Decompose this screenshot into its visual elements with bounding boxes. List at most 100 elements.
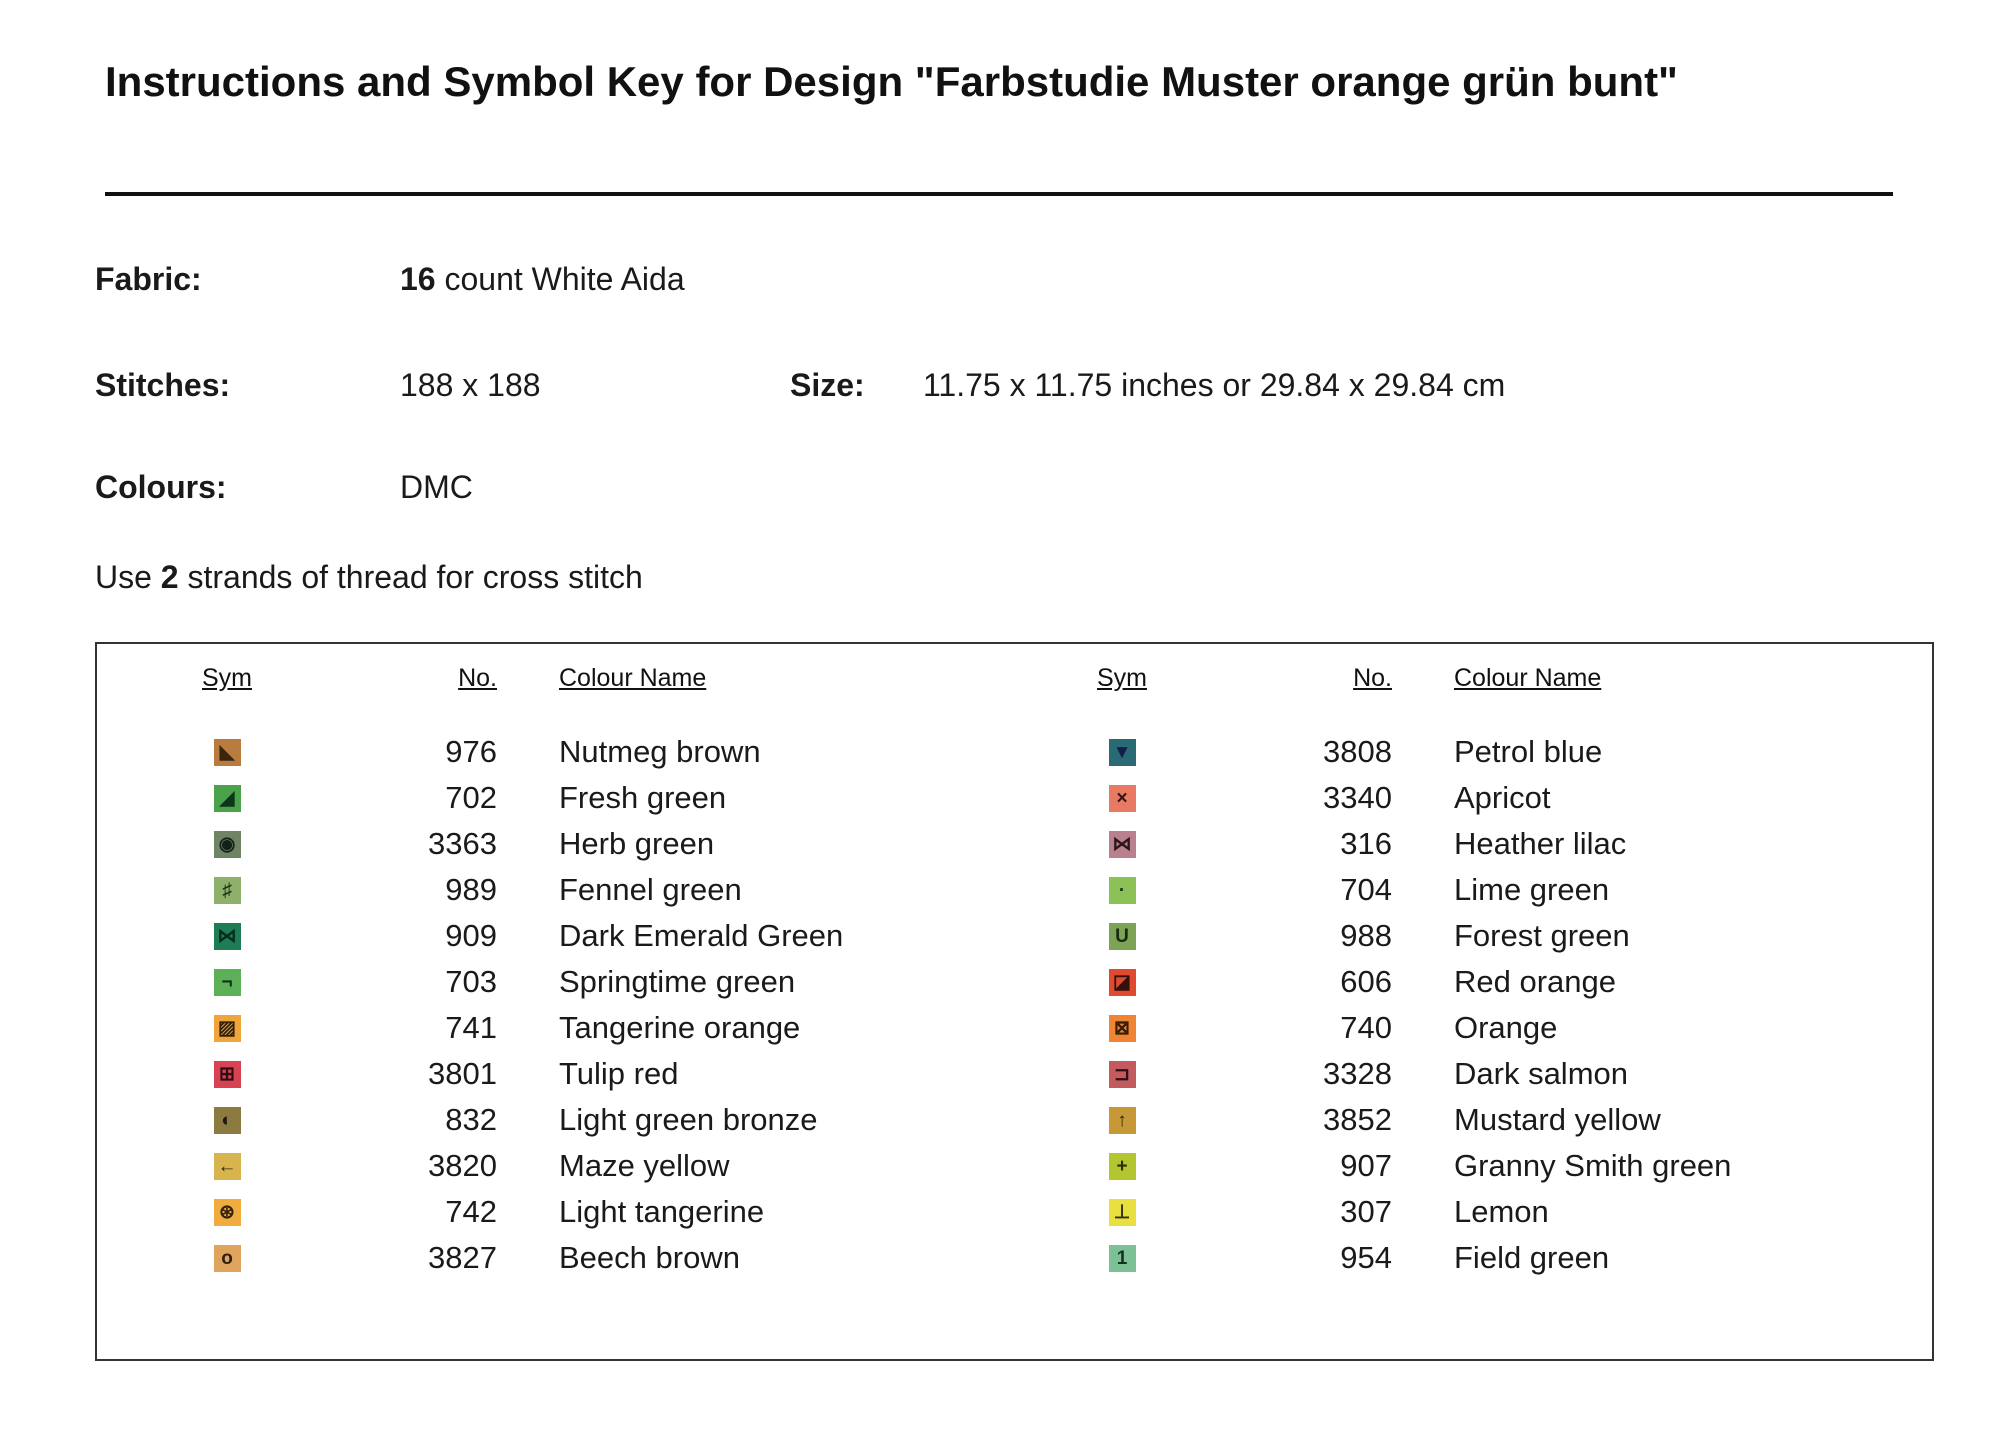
colour-name: Lemon <box>1454 1194 1549 1229</box>
symbol-glyph: × <box>1116 787 1128 809</box>
symbol-cell: ♯ <box>157 876 297 904</box>
key-row: ▨ 741 Tangerine orange <box>157 1005 1017 1051</box>
symbol-swatch: ⊐ <box>1108 1060 1136 1088</box>
colour-name: Lime green <box>1454 872 1610 907</box>
colours-row: Colours: DMC <box>95 466 1930 508</box>
key-header-left: Sym No. Colour Name <box>157 658 1017 698</box>
colour-name: Nutmeg brown <box>559 734 761 769</box>
symbol-swatch: ◢ <box>213 784 241 812</box>
symbol-glyph: ¬ <box>221 971 233 993</box>
symbol-cell: ▼ <box>1052 738 1192 766</box>
colour-number: 740 <box>1340 1010 1392 1045</box>
symbol-glyph: ⋈ <box>1112 833 1132 855</box>
symbol-cell: ⊠ <box>1052 1014 1192 1042</box>
symbol-cell: ◉ <box>157 830 297 858</box>
symbol-glyph: · <box>1118 879 1126 901</box>
symbol-glyph: + <box>1116 1155 1128 1177</box>
symbol-swatch: ← <box>213 1152 241 1180</box>
symbol-swatch: ◉ <box>213 830 241 858</box>
key-row: ⊛ 742 Light tangerine <box>157 1189 1017 1235</box>
symbol-swatch: ⊥ <box>1108 1198 1136 1226</box>
colour-name: Petrol blue <box>1454 734 1603 769</box>
key-row: ⋈ 909 Dark Emerald Green <box>157 913 1017 959</box>
colour-number: 832 <box>445 1102 497 1137</box>
key-rows-right: ▼ 3808 Petrol blue × 3340 Apricot ⋈ 316 … <box>1052 729 1897 1281</box>
symbol-swatch: ⊠ <box>1108 1014 1136 1042</box>
key-row: o 3827 Beech brown <box>157 1235 1017 1281</box>
key-row: ⊥ 307 Lemon <box>1052 1189 1897 1235</box>
fabric-count-rest: count White Aida <box>435 261 685 297</box>
colour-name: Light green bronze <box>559 1102 818 1137</box>
symbol-glyph: ⊥ <box>1113 1201 1131 1223</box>
symbol-glyph: ◐ <box>221 1109 233 1131</box>
symbol-swatch: · <box>1108 876 1136 904</box>
header-colour-name: Colour Name <box>1454 663 1602 692</box>
symbol-cell: ◪ <box>1052 968 1192 996</box>
stitches-value: 188 x 188 <box>400 367 541 403</box>
symbol-glyph: ▼ <box>1112 741 1132 763</box>
colour-number: 606 <box>1340 964 1392 999</box>
colour-number: 702 <box>445 780 497 815</box>
colour-number: 907 <box>1340 1148 1392 1183</box>
colour-name: Tulip red <box>559 1056 679 1091</box>
key-row: · 704 Lime green <box>1052 867 1897 913</box>
symbol-glyph: o <box>221 1247 233 1269</box>
stitches-label: Stitches: <box>95 367 231 403</box>
stitches-row: Stitches: 188 x 188 Size: 11.75 x 11.75 … <box>95 364 1930 406</box>
symbol-cell: 1 <box>1052 1244 1192 1272</box>
colour-number: 3852 <box>1323 1102 1392 1137</box>
symbol-cell: ⊛ <box>157 1198 297 1226</box>
colour-name: Forest green <box>1454 918 1630 953</box>
fabric-value: 16 count White Aida <box>400 258 685 300</box>
header-no: No. <box>458 663 497 692</box>
key-row: ↑ 3852 Mustard yellow <box>1052 1097 1897 1143</box>
fabric-label: Fabric: <box>95 261 202 297</box>
colour-number: 704 <box>1340 872 1392 907</box>
key-row: + 907 Granny Smith green <box>1052 1143 1897 1189</box>
key-row: 1 954 Field green <box>1052 1235 1897 1281</box>
symbol-swatch: ♯ <box>213 876 241 904</box>
key-row: ◉ 3363 Herb green <box>157 821 1017 867</box>
symbol-swatch: ⋈ <box>213 922 241 950</box>
symbol-swatch: o <box>213 1244 241 1272</box>
key-row: ← 3820 Maze yellow <box>157 1143 1017 1189</box>
colour-name: Fennel green <box>559 872 742 907</box>
key-group-left: Sym No. Colour Name ◣ 976 Nutmeg brown ◢… <box>157 644 1017 1359</box>
symbol-glyph: ◪ <box>1113 971 1131 993</box>
symbol-swatch: ◪ <box>1108 968 1136 996</box>
symbol-swatch: U <box>1108 922 1136 950</box>
symbol-swatch: × <box>1108 784 1136 812</box>
colour-number: 316 <box>1340 826 1392 861</box>
colour-number: 703 <box>445 964 497 999</box>
key-row: ◢ 702 Fresh green <box>157 775 1017 821</box>
symbol-glyph: ◣ <box>219 741 235 763</box>
fabric-row: Fabric: 16 count White Aida <box>95 258 1930 300</box>
header-colour-name: Colour Name <box>559 663 707 692</box>
strands-count: 2 <box>160 559 179 595</box>
page-title: Instructions and Symbol Key for Design "… <box>105 58 1678 105</box>
key-header-right: Sym No. Colour Name <box>1052 658 1897 698</box>
colour-name: Mustard yellow <box>1454 1102 1661 1137</box>
colour-number: 989 <box>445 872 497 907</box>
colour-name: Springtime green <box>559 964 796 999</box>
header-no: No. <box>1353 663 1392 692</box>
colour-number: 3808 <box>1323 734 1392 769</box>
symbol-cell: ⋈ <box>157 922 297 950</box>
key-row: ⊞ 3801 Tulip red <box>157 1051 1017 1097</box>
symbol-glyph: 1 <box>1116 1247 1128 1269</box>
colour-number: 3827 <box>428 1240 497 1275</box>
colour-name: Apricot <box>1454 780 1551 815</box>
symbol-glyph: ⊐ <box>1114 1063 1130 1085</box>
colour-number: 742 <box>445 1194 497 1229</box>
key-row: ◣ 976 Nutmeg brown <box>157 729 1017 775</box>
symbol-glyph: ♯ <box>222 879 232 901</box>
colour-name: Heather lilac <box>1454 826 1627 861</box>
size-label: Size: <box>790 367 865 403</box>
colour-number: 988 <box>1340 918 1392 953</box>
colours-label: Colours: <box>95 469 227 505</box>
symbol-cell: ⋈ <box>1052 830 1192 858</box>
colours-value: DMC <box>400 469 473 505</box>
strands-suffix: strands of thread for cross stitch <box>178 559 643 595</box>
strands-note: Use 2 strands of thread for cross stitch <box>95 556 643 598</box>
